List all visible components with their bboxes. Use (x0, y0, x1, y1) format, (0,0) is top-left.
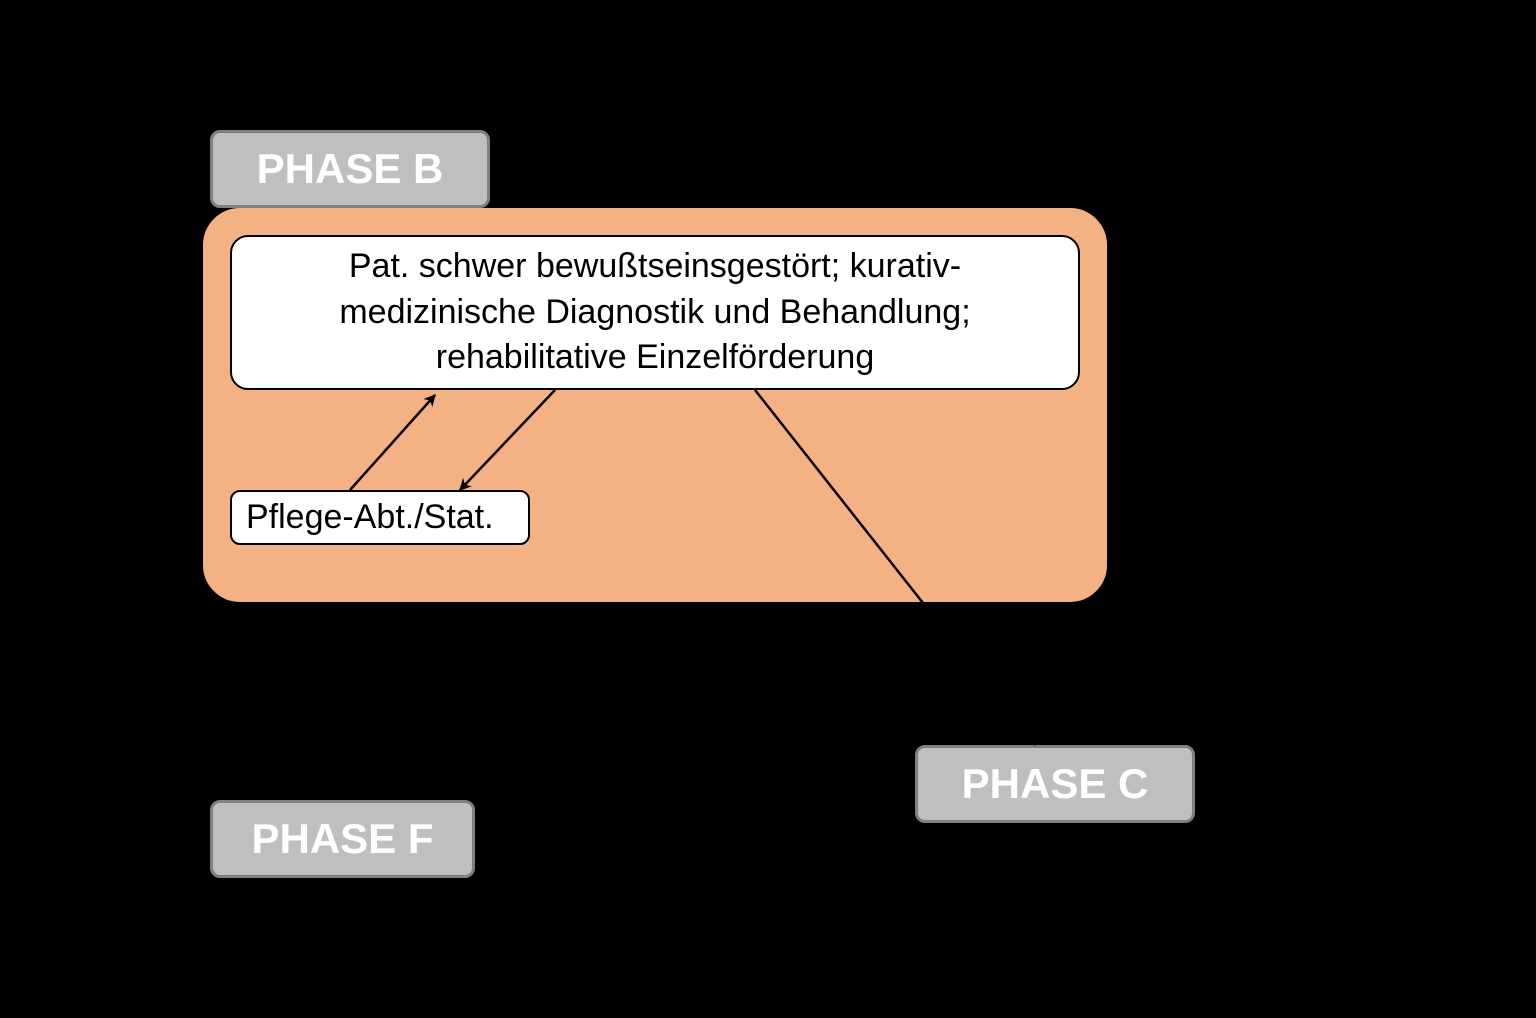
phase-b-label: PHASE B (210, 130, 490, 208)
description-box: Pat. schwer bewußtseinsgestört; kurativ-… (230, 235, 1080, 390)
phase-b-text: PHASE B (257, 145, 444, 193)
phase-c-text: PHASE C (962, 760, 1149, 808)
phase-f-text: PHASE F (251, 815, 433, 863)
phase-f-label: PHASE F (210, 800, 475, 878)
pflege-box: Pflege-Abt./Stat. (230, 490, 530, 545)
description-text: Pat. schwer bewußtseinsgestört; kurativ-… (252, 244, 1058, 382)
diagram-canvas: Pat. schwer bewußtseinsgestört; kurativ-… (0, 0, 1536, 1018)
phase-c-label: PHASE C (915, 745, 1195, 823)
pflege-text: Pflege-Abt./Stat. (246, 498, 494, 537)
